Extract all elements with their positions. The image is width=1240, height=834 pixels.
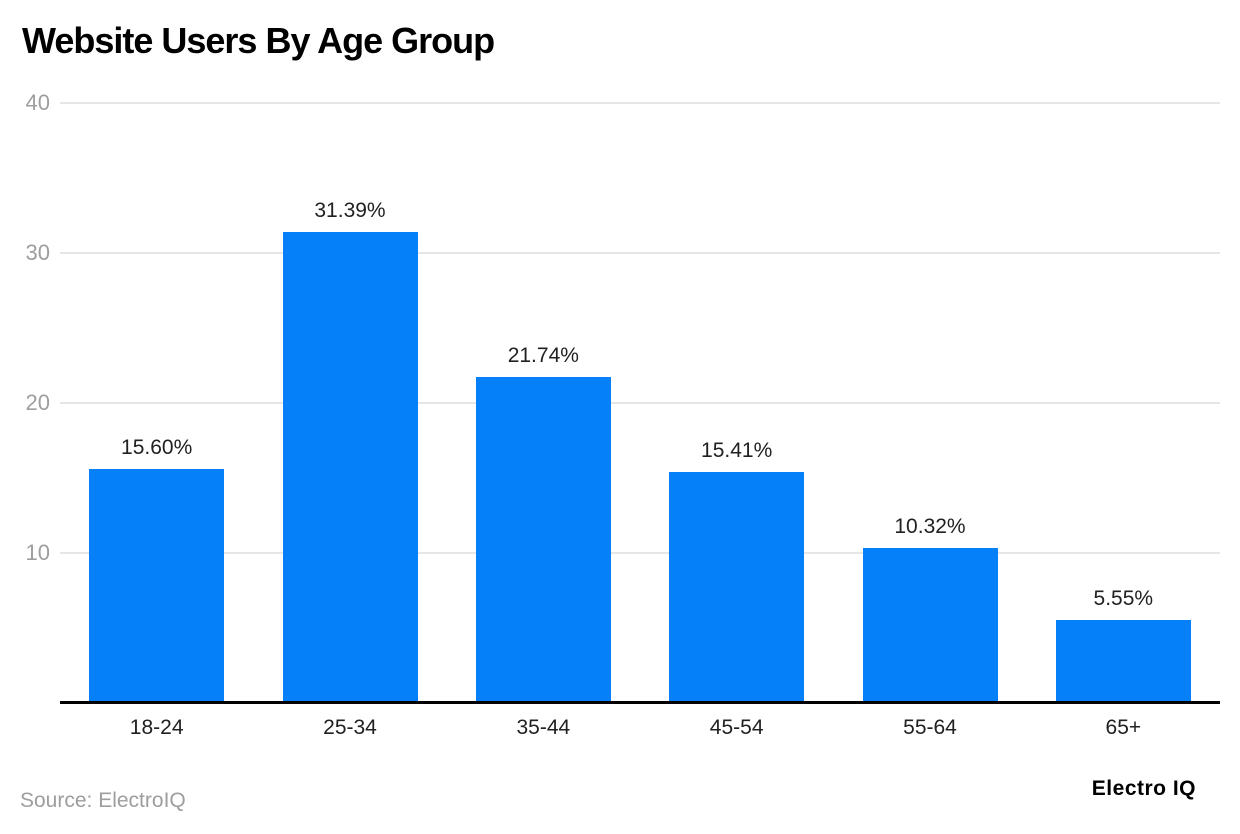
bar[interactable]	[1055, 619, 1191, 703]
bar-value-label: 5.55%	[1093, 586, 1154, 610]
bar-value-label: 15.60%	[121, 436, 193, 459]
bar[interactable]	[282, 232, 418, 703]
bar-value-label: 21.74%	[507, 343, 579, 367]
y-axis-tick-label: 20	[25, 390, 50, 415]
x-axis-tick-label: 55-64	[903, 716, 957, 739]
gridline	[60, 552, 1220, 554]
x-axis-tick-label: 35-44	[516, 716, 571, 739]
y-axis-tick-label: 30	[25, 240, 50, 265]
gridline	[60, 102, 1220, 104]
y-axis-tick-label: 10	[25, 540, 50, 565]
chart-title: Website Users By Age Group	[22, 20, 495, 61]
x-axis-tick-label: 65+	[1105, 716, 1142, 739]
source-text: Source: ElectroIQ	[20, 789, 186, 812]
bar[interactable]	[669, 471, 805, 703]
bar[interactable]	[862, 548, 998, 703]
bar-value-label: 31.39%	[314, 199, 386, 223]
bar-value-label: 10.32%	[894, 515, 966, 539]
x-axis-line	[60, 701, 1220, 704]
x-axis-tick-label: 45-54	[709, 716, 764, 739]
x-axis-tick-label: 18-24	[129, 716, 184, 739]
gridline	[60, 402, 1220, 404]
y-axis-tick-label: 40	[25, 90, 50, 115]
bar[interactable]	[89, 469, 225, 703]
brand-logo: Electro IQ	[1091, 777, 1196, 800]
x-axis-tick-label: 25-34	[323, 716, 377, 739]
bar-value-label: 15.41%	[701, 438, 773, 462]
gridline	[60, 252, 1220, 254]
bar[interactable]	[475, 376, 611, 703]
